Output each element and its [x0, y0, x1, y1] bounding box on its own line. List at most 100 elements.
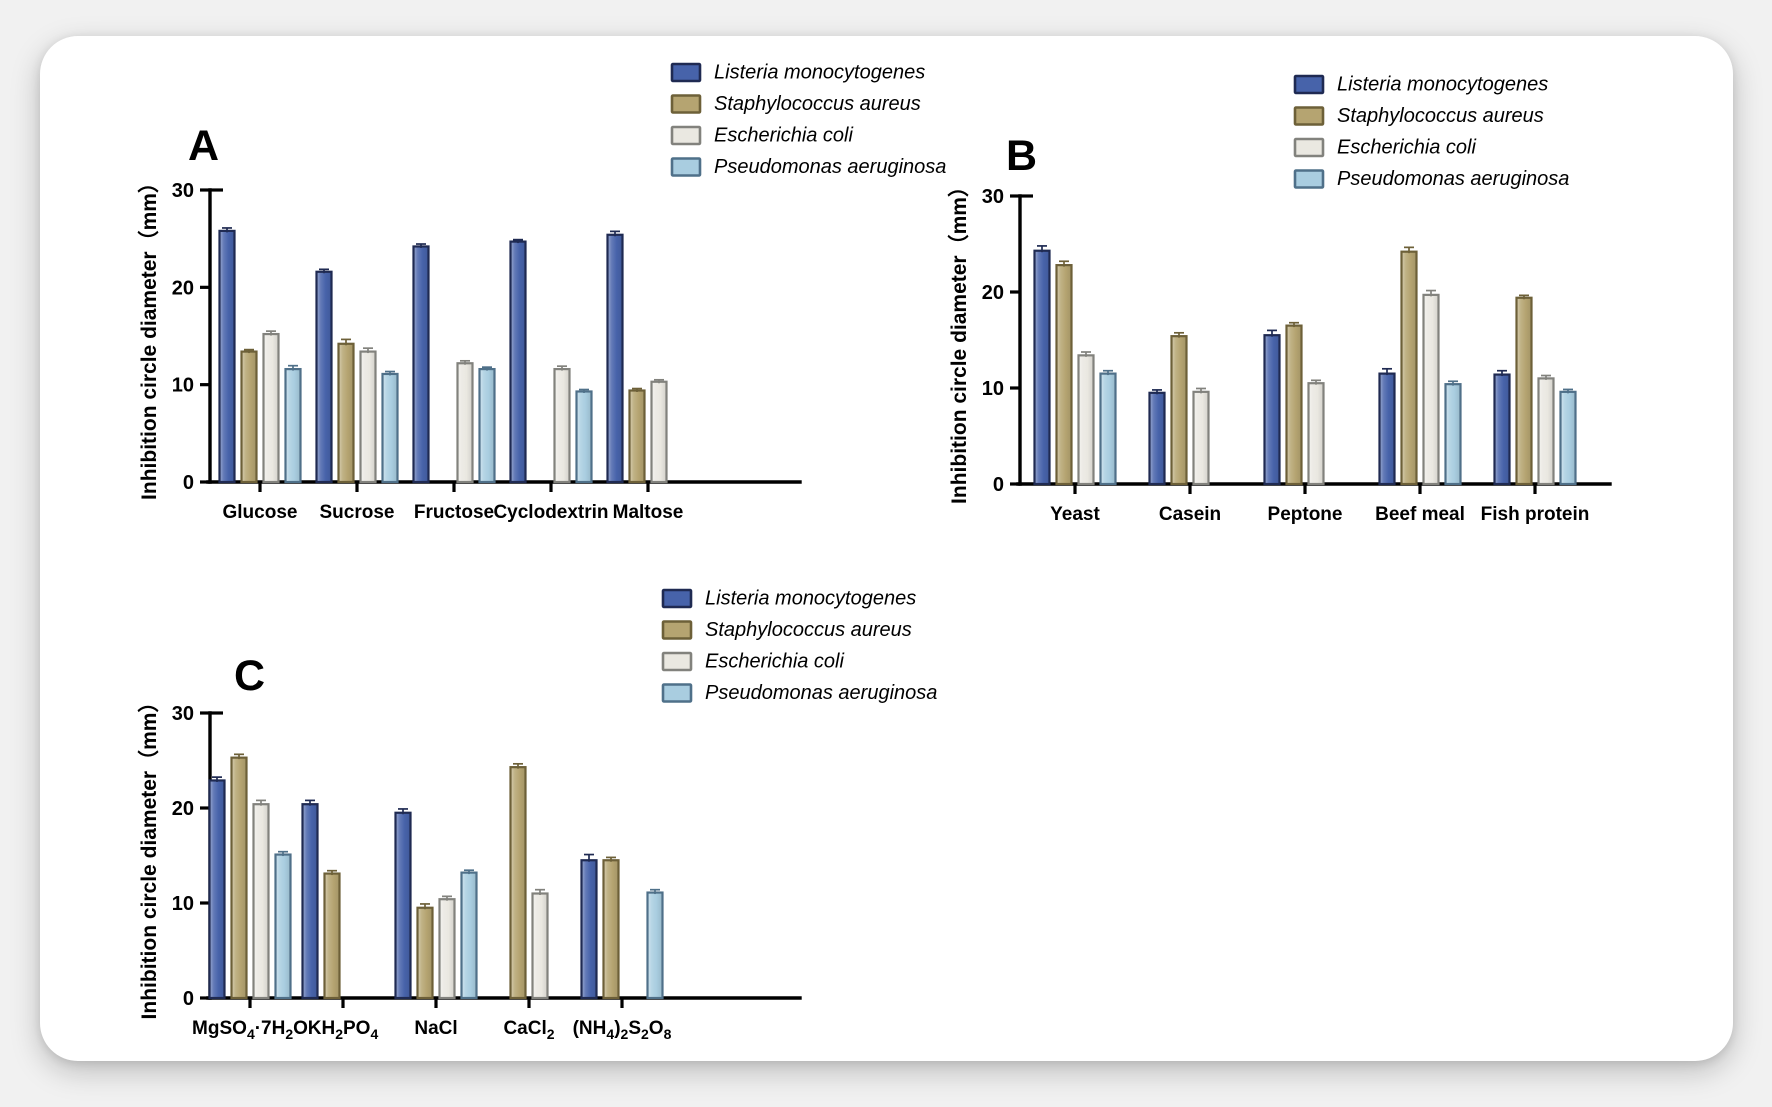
- x-category-label: Yeast: [1050, 504, 1100, 525]
- bar-c-3-series-4: [460, 871, 478, 1000]
- legend-swatch-2: [1293, 106, 1325, 126]
- y-tick-label: 20: [982, 282, 1004, 304]
- bar-a-2-series-3: [359, 350, 377, 484]
- y-tick-label: 20: [172, 277, 194, 299]
- bar-c-1-series-2: [230, 756, 248, 1000]
- bar-b-1-series-3: [1077, 354, 1095, 486]
- panel-letter: C: [234, 652, 265, 700]
- bar-a-5-series-3: [650, 380, 668, 484]
- legend-swatch-1: [661, 588, 693, 609]
- x-category-label: Beef meal: [1375, 504, 1465, 525]
- bar-a-2-series-4: [381, 372, 399, 484]
- bar-b-5-series-1: [1493, 373, 1511, 486]
- y-tick-label: 20: [172, 798, 194, 820]
- chart-panel-a: Listeria monocytogenes Staphylococcus aur…: [137, 62, 946, 524]
- x-category-label: Fructose: [414, 502, 494, 523]
- bar-a-5-series-2: [628, 389, 646, 484]
- bar-a-3-series-3: [456, 362, 474, 484]
- bar-a-4-series-4: [575, 390, 593, 484]
- bar-a-2-series-1: [315, 270, 333, 484]
- legend-label-4: Pseudomonas aeruginosa: [1337, 168, 1569, 190]
- bar-b-2-series-2: [1170, 335, 1188, 486]
- bar-c-3-series-2: [416, 906, 434, 1000]
- y-axis-title: Inhibition circle diameter（mm）: [947, 176, 971, 504]
- legend-label-3: Escherichia coli: [714, 125, 854, 147]
- bar-b-5-series-3: [1537, 377, 1555, 486]
- bar-b-5-series-4: [1559, 390, 1577, 486]
- bar-c-1-series-1: [208, 779, 226, 1000]
- bar-a-3-series-1: [412, 245, 430, 484]
- bar-a-4-series-1: [509, 240, 527, 484]
- legend-label-3: Escherichia coli: [1337, 137, 1477, 159]
- bar-a-5-series-1: [606, 233, 624, 484]
- x-category-label: (NH4)2S2O8: [573, 1018, 672, 1042]
- legend-swatch-1: [670, 62, 702, 83]
- bar-b-1-series-4: [1099, 372, 1117, 486]
- legend-swatch-1: [1293, 74, 1325, 95]
- bar-b-2-series-1: [1148, 391, 1166, 486]
- legend-swatch-3: [1293, 137, 1325, 158]
- bar-a-1-series-2: [240, 350, 258, 484]
- bar-c-5-series-1: [580, 859, 598, 1000]
- legend-label-1: Listeria monocytogenes: [1337, 74, 1548, 96]
- bar-c-3-series-1: [394, 811, 412, 1000]
- legend-swatch-4: [670, 157, 702, 177]
- legend-swatch-4: [1293, 169, 1325, 189]
- bar-c-5-series-4: [646, 891, 664, 1000]
- bar-c-3-series-3: [438, 898, 456, 1000]
- x-category-label: Cyclodextrin: [493, 502, 608, 523]
- y-tick-label: 0: [183, 988, 194, 1010]
- bar-c-1-series-3: [252, 803, 270, 1000]
- y-axis-title: Inhibition circle diameter（mm）: [137, 692, 161, 1020]
- bar-c-4-series-3: [531, 892, 549, 1000]
- bar-b-3-series-3: [1307, 382, 1325, 486]
- x-category-label: Maltose: [613, 502, 684, 523]
- legend-label-2: Staphylococcus aureus: [714, 93, 921, 115]
- x-category-label: MgSO4·7H2O: [192, 1018, 308, 1042]
- legend-label-4: Pseudomonas aeruginosa: [705, 682, 937, 704]
- legend-swatch-2: [661, 620, 693, 640]
- bar-a-2-series-2: [337, 342, 355, 484]
- bar-a-1-series-3: [262, 332, 280, 484]
- bar-b-3-series-2: [1285, 324, 1303, 486]
- legend-label-1: Listeria monocytogenes: [705, 588, 916, 610]
- chart-panel-c: Listeria monocytogenes Staphylococcus aur…: [137, 588, 937, 1043]
- legend-swatch-3: [670, 125, 702, 146]
- x-category-label: Glucose: [223, 502, 298, 523]
- x-category-label: Casein: [1159, 504, 1221, 525]
- bar-a-1-series-1: [218, 229, 236, 484]
- legend-label-3: Escherichia coli: [705, 651, 845, 673]
- y-tick-label: 10: [172, 375, 194, 397]
- y-axis-title: Inhibition circle diameter（mm）: [137, 172, 161, 500]
- bar-c-1-series-4: [274, 853, 292, 1000]
- bar-b-4-series-2: [1400, 250, 1418, 486]
- bar-b-2-series-3: [1192, 390, 1210, 486]
- y-tick-label: 0: [993, 474, 1004, 496]
- y-tick-label: 30: [172, 180, 194, 202]
- bar-b-4-series-1: [1378, 372, 1396, 486]
- bar-c-5-series-2: [602, 859, 620, 1000]
- x-category-label: Fish protein: [1481, 504, 1590, 525]
- y-tick-label: 0: [183, 472, 194, 494]
- y-tick-label: 30: [982, 186, 1004, 208]
- bar-c-4-series-2: [509, 766, 527, 1000]
- bar-a-4-series-3: [553, 367, 571, 484]
- bar-c-2-series-2: [323, 872, 341, 1000]
- y-tick-label: 10: [172, 893, 194, 915]
- legend-label-2: Staphylococcus aureus: [705, 619, 912, 641]
- x-category-label: NaCl: [414, 1018, 457, 1039]
- bar-b-4-series-3: [1422, 293, 1440, 486]
- x-category-label: KH2PO4: [308, 1018, 379, 1042]
- bar-a-3-series-4: [478, 367, 496, 484]
- x-category-label: Peptone: [1268, 504, 1343, 525]
- bar-b-1-series-1: [1033, 249, 1051, 486]
- bar-b-1-series-2: [1055, 264, 1073, 486]
- x-category-label: Sucrose: [320, 502, 395, 523]
- legend-swatch-4: [661, 683, 693, 703]
- y-tick-label: 30: [172, 703, 194, 725]
- bar-b-4-series-4: [1444, 383, 1462, 486]
- legend-label-1: Listeria monocytogenes: [714, 62, 925, 84]
- legend-swatch-3: [661, 651, 693, 672]
- legend-label-2: Staphylococcus aureus: [1337, 105, 1544, 127]
- figure-card: [40, 36, 1733, 1061]
